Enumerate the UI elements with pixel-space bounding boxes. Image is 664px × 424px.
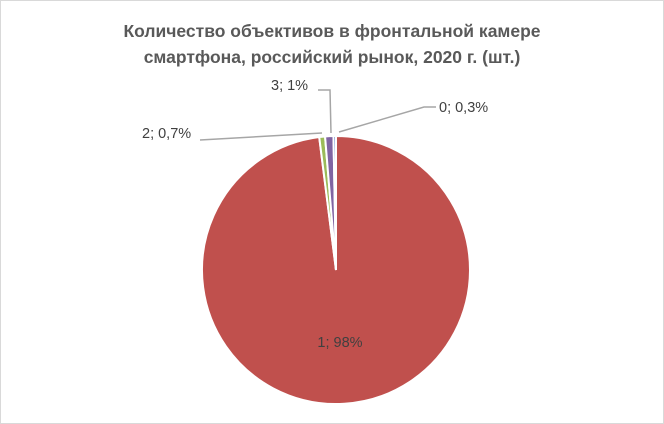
- chart-title: Количество объективов в фронтальной каме…: [0, 18, 664, 70]
- data-label-1: 1; 98%: [317, 335, 362, 351]
- data-label-3: 3; 1%: [271, 78, 308, 94]
- chart-title-line-1: Количество объективов в фронтальной каме…: [123, 21, 541, 41]
- data-label-2: 2; 0,7%: [142, 126, 191, 142]
- data-label-0: 0; 0,3%: [439, 100, 488, 116]
- leader-line-2: [199, 132, 323, 141]
- leader-line-3: [318, 89, 332, 134]
- leader-line-0: [338, 106, 436, 133]
- pie-slice-0: [332, 134, 337, 271]
- chart-title-line-2: смартфона, российский рынок, 2020 г. (шт…: [143, 47, 521, 67]
